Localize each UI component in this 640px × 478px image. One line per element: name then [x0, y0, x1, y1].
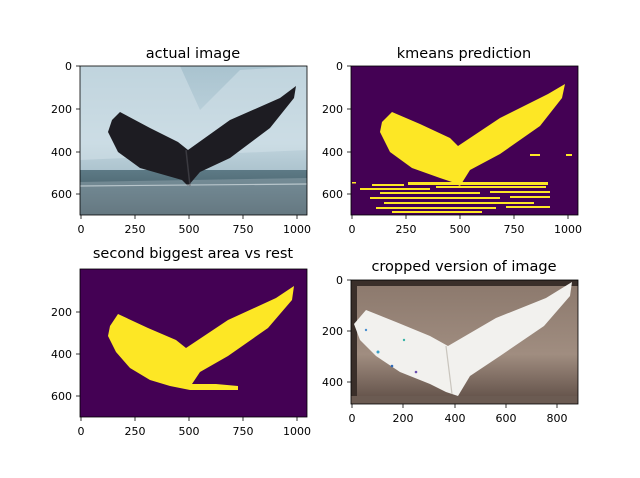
y-tick-label: 0	[336, 60, 343, 73]
y-tick-label: 200	[51, 306, 72, 319]
panel-title: second biggest area vs rest	[93, 246, 294, 262]
y-tick-label: 0	[65, 60, 72, 73]
x-tick-label: 250	[396, 223, 417, 236]
x-axis: 0 200 400 600 800	[349, 404, 568, 425]
region-mask	[80, 269, 307, 417]
x-tick-label: 750	[233, 425, 254, 438]
x-tick-label: 500	[179, 223, 200, 236]
y-tick-label: 200	[322, 325, 343, 338]
x-tick-label: 0	[349, 412, 356, 425]
y-axis: 0 200 400	[322, 274, 351, 389]
y-tick-label: 200	[322, 103, 343, 116]
x-axis: 0 250 500 750 1000	[349, 215, 582, 236]
x-tick-label: 500	[450, 223, 471, 236]
x-axis: 0 250 500 750 1000	[78, 417, 311, 438]
y-tick-label: 600	[322, 188, 343, 201]
x-tick-label: 1000	[554, 223, 582, 236]
panel-kmeans-prediction: kmeans prediction 0	[322, 46, 582, 236]
x-tick-label: 1000	[283, 223, 311, 236]
x-tick-label: 1000	[283, 425, 311, 438]
y-axis: 200 400 600	[51, 306, 80, 403]
panel-actual-image: actual image 0 250 500 750 1000	[51, 46, 311, 236]
x-tick-label: 750	[233, 223, 254, 236]
whale-photo	[80, 66, 307, 215]
x-tick-label: 250	[125, 223, 146, 236]
panel-title: kmeans prediction	[397, 46, 531, 62]
x-tick-label: 400	[445, 412, 466, 425]
x-tick-label: 0	[349, 223, 356, 236]
kmeans-mask	[351, 66, 578, 215]
x-tick-label: 200	[393, 412, 414, 425]
y-axis: 0 200 400 600	[322, 60, 351, 201]
y-tick-label: 600	[51, 390, 72, 403]
y-tick-label: 600	[51, 188, 72, 201]
x-tick-label: 0	[78, 223, 85, 236]
x-tick-label: 800	[547, 412, 568, 425]
y-tick-label: 400	[322, 146, 343, 159]
panel-title: actual image	[146, 46, 240, 62]
y-tick-label: 400	[322, 376, 343, 389]
panel-cropped-image: cropped version of image 0 200 400 600	[322, 259, 579, 425]
y-tick-label: 0	[336, 274, 343, 287]
x-tick-label: 0	[78, 425, 85, 438]
y-tick-label: 200	[51, 103, 72, 116]
x-tick-label: 600	[496, 412, 517, 425]
y-axis: 0 200 400 600	[51, 60, 80, 201]
panel-title: cropped version of image	[371, 259, 556, 275]
x-tick-label: 750	[504, 223, 525, 236]
x-tick-label: 250	[125, 425, 146, 438]
y-tick-label: 400	[51, 348, 72, 361]
x-tick-label: 500	[179, 425, 200, 438]
y-tick-label: 400	[51, 146, 72, 159]
x-axis: 0 250 500 750 1000	[78, 215, 311, 236]
panel-second-biggest-area: second biggest area vs rest 0 250 500 75…	[51, 246, 311, 438]
cropped-photo	[351, 280, 578, 404]
